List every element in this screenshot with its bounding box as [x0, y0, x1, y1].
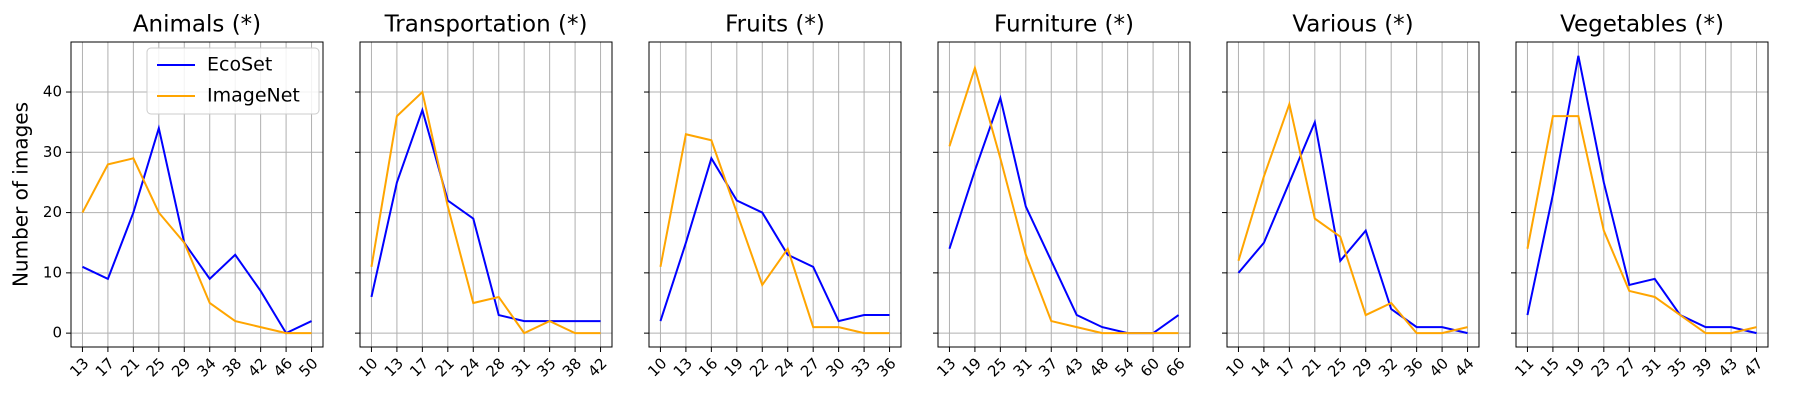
series-line	[948, 64, 1179, 335]
x-tick-label: 10	[1222, 354, 1248, 380]
x-tick-label: 19	[959, 354, 985, 380]
x-tick-label: 46	[270, 354, 296, 380]
x-tick-label: 28	[483, 354, 509, 380]
x-tick-label: 11	[1511, 354, 1537, 380]
x-tick-label: 38	[559, 354, 585, 380]
series-line	[370, 90, 601, 335]
x-tick-label: 10	[644, 354, 670, 380]
x-tick-label: 31	[1639, 354, 1665, 380]
axes-frame	[1226, 41, 1480, 348]
series-line	[659, 133, 890, 335]
x-tick-label: 66	[1162, 354, 1188, 380]
axes-frame	[648, 41, 902, 348]
x-tick-label: 23	[1588, 354, 1614, 380]
x-tick-label: 19	[1562, 354, 1588, 380]
x-tick-label: 17	[92, 354, 118, 380]
legend-label: ImageNet	[207, 85, 300, 107]
x-tick-label: 35	[533, 354, 559, 380]
x-tick-label: 25	[1324, 354, 1350, 380]
axes-frame	[1515, 41, 1769, 348]
x-tick-label: 13	[381, 354, 407, 380]
x-tick-label: 29	[1350, 354, 1376, 380]
x-tick-label: 36	[873, 354, 899, 380]
x-tick-label: 54	[1111, 354, 1137, 380]
series-line	[1526, 115, 1757, 335]
chart-title: Furniture (*)	[994, 12, 1134, 38]
x-tick-label: 29	[168, 354, 194, 380]
y-tick-label: 10	[43, 263, 62, 281]
series-line	[82, 124, 312, 335]
x-tick-label: 38	[219, 354, 245, 380]
x-tick-label: 25	[984, 354, 1010, 380]
x-tick-label: 30	[822, 354, 848, 380]
axes-frame	[70, 41, 324, 348]
chart-title: Transportation (*)	[384, 12, 588, 38]
x-tick-label: 42	[584, 354, 610, 380]
x-tick-label: 43	[1715, 354, 1741, 380]
x-tick-label: 34	[194, 354, 220, 380]
x-tick-label: 22	[746, 354, 772, 380]
x-tick-label: 13	[670, 354, 696, 380]
x-tick-label: 17	[1273, 354, 1299, 380]
x-tick-label: 21	[432, 354, 458, 380]
series-line	[1237, 118, 1468, 335]
y-tick-label: 40	[43, 83, 62, 101]
axes-frame	[937, 41, 1191, 348]
x-tick-label: 31	[508, 354, 534, 380]
series-line	[81, 157, 312, 335]
x-tick-label: 39	[1689, 354, 1715, 380]
x-tick-label: 32	[1375, 354, 1401, 380]
x-tick-label: 19	[721, 354, 747, 380]
x-tick-label: 27	[1613, 354, 1639, 380]
series-line	[1526, 55, 1757, 335]
y-tick-label: 0	[52, 324, 62, 342]
series-line	[1237, 100, 1468, 335]
x-tick-label: 37	[1035, 354, 1061, 380]
x-tick-label: 33	[848, 354, 874, 380]
x-tick-label: 60	[1137, 354, 1163, 380]
chart-title: Vegetables (*)	[1560, 12, 1724, 38]
x-tick-label: 50	[295, 354, 321, 380]
x-tick-label: 14	[1248, 354, 1274, 380]
y-tick-label: 20	[43, 203, 62, 221]
x-tick-label: 27	[797, 354, 823, 380]
chart-title: Animals (*)	[133, 12, 261, 38]
x-tick-label: 13	[933, 354, 959, 380]
x-tick-label: 25	[143, 354, 169, 380]
series-line	[659, 155, 890, 323]
series-line	[948, 94, 1180, 335]
x-tick-label: 40	[1426, 354, 1452, 380]
series-line	[370, 106, 601, 323]
x-tick-label: 31	[1010, 354, 1036, 380]
chart-title: Various (*)	[1292, 12, 1413, 38]
axes-frame	[359, 41, 613, 348]
x-tick-label: 24	[772, 354, 798, 380]
x-tick-label: 15	[1537, 354, 1563, 380]
x-tick-label: 13	[66, 354, 92, 380]
x-tick-label: 21	[1299, 354, 1325, 380]
legend-label: EcoSet	[207, 54, 272, 76]
x-tick-label: 21	[117, 354, 143, 380]
x-tick-label: 36	[1400, 354, 1426, 380]
x-tick-label: 43	[1061, 354, 1087, 380]
x-tick-label: 10	[355, 354, 381, 380]
x-tick-label: 42	[244, 354, 270, 380]
y-axis-label: Number of images	[9, 102, 33, 287]
x-tick-label: 35	[1664, 354, 1690, 380]
chart-title: Fruits (*)	[725, 12, 825, 38]
x-tick-label: 44	[1451, 354, 1477, 380]
x-tick-label: 47	[1740, 354, 1766, 380]
x-tick-label: 17	[406, 354, 432, 380]
y-tick-label: 30	[43, 143, 62, 161]
x-tick-label: 16	[695, 354, 721, 380]
x-tick-label: 48	[1086, 354, 1112, 380]
x-tick-label: 24	[457, 354, 483, 380]
